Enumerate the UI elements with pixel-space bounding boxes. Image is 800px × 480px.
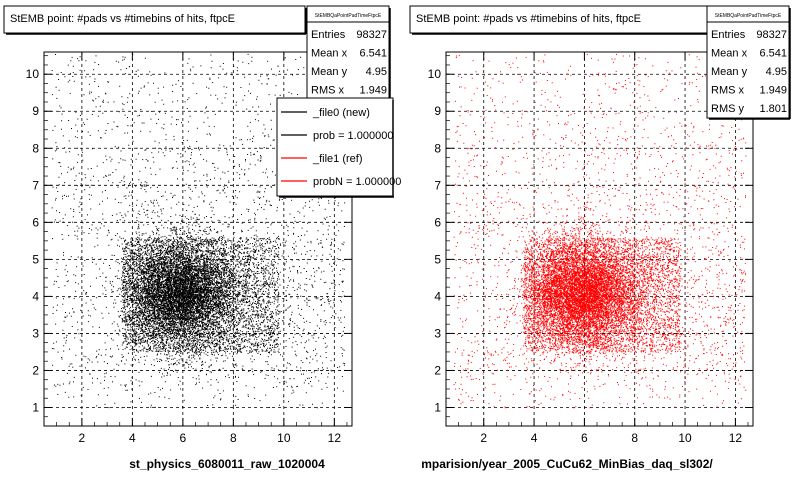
y-tick-label: 10 (428, 67, 442, 81)
x-tick-label: 12 (328, 431, 342, 445)
chart-title: StEMB point: #pads vs #timebins of hits,… (10, 13, 235, 25)
y-tick-label: 5 (434, 252, 441, 266)
stats-value: 1.801 (759, 103, 787, 115)
chart-title: StEMB point: #pads vs #timebins of hits,… (416, 13, 641, 25)
legend-label: _file1 (ref) (312, 153, 363, 165)
x-tick-label: 12 (729, 431, 743, 445)
y-tick-label: 7 (32, 178, 39, 192)
y-tick-label: 6 (434, 215, 441, 229)
x-tick-label: 10 (277, 431, 291, 445)
x-tick-label: 6 (180, 431, 187, 445)
y-tick-label: 5 (32, 252, 39, 266)
stats-label: Mean x (711, 48, 748, 60)
x-tick-label: 2 (79, 431, 86, 445)
stats-box: StEMBQaPointPadTimeFtpcE Entries 98327 Mea… (306, 5, 391, 100)
stats-label: RMS x (711, 85, 745, 97)
y-tick-label: 10 (26, 67, 40, 81)
y-tick-label: 3 (434, 326, 441, 340)
y-tick-label: 1 (434, 400, 441, 414)
y-tick-label: 4 (434, 289, 441, 303)
stats-value: 6.541 (359, 48, 387, 60)
stats-value: 6.541 (759, 48, 787, 60)
stats-label: Mean x (311, 48, 348, 60)
y-tick-label: 9 (434, 104, 441, 118)
x-tick-label: 4 (129, 431, 136, 445)
stats-label: RMS y (711, 103, 745, 115)
x-tick-label: 6 (581, 431, 588, 445)
y-tick-label: 3 (32, 326, 39, 340)
legend-label: prob = 1.000000 (313, 130, 393, 142)
y-tick-label: 8 (434, 141, 441, 155)
stats-label: Mean y (711, 66, 748, 78)
x-tick-label: 2 (480, 431, 487, 445)
grid-lines (446, 52, 753, 426)
stats-box: StEMBQaPointPadTimeFtpcE Entries 98327 Mea… (706, 5, 791, 120)
y-tick-label: 6 (32, 215, 39, 229)
legend-label: probN = 1.000000 (313, 176, 401, 188)
legend-box: _file0 (new) prob = 1.000000 _file1 (ref) p… (276, 97, 401, 198)
stats-name: StEMBQaPointPadTimeFtpcE (315, 13, 382, 19)
stats-value: 4.95 (766, 66, 787, 78)
y-tick-label: 1 (32, 400, 39, 414)
title-box: StEMB point: #pads vs #timebins of hits,… (409, 5, 713, 35)
x-tick-label: 8 (230, 431, 237, 445)
y-tick-label: 9 (32, 104, 39, 118)
y-tick-label: 2 (32, 363, 39, 377)
scatter-point-cloud (453, 53, 747, 409)
x-axis-label: st_physics_6080011_raw_1020004 (129, 457, 325, 471)
stats-value: 98327 (356, 29, 387, 41)
x-tick-label: 4 (531, 431, 538, 445)
x-tick-label: 10 (678, 431, 692, 445)
y-tick-label: 2 (434, 363, 441, 377)
stats-value: 1.949 (759, 85, 787, 97)
stats-label: RMS x (311, 85, 345, 97)
legend-label: _file0 (new) (312, 107, 370, 119)
y-tick-label: 7 (434, 178, 441, 192)
stats-label: Mean y (311, 66, 348, 78)
x-axis-label: mparision/year_2005_CuCu62_MinBias_daq_s… (421, 457, 713, 471)
stats-value: 98327 (756, 29, 787, 41)
scatter-points (453, 53, 747, 409)
y-tick-label: 4 (32, 289, 39, 303)
stats-value: 4.95 (366, 66, 387, 78)
stats-label: Entries (711, 29, 746, 41)
title-box: StEMB point: #pads vs #timebins of hits,… (3, 5, 307, 35)
stats-name: StEMBQaPointPadTimeFtpcE (715, 13, 782, 19)
y-tick-label: 8 (32, 141, 39, 155)
stats-label: Entries (311, 29, 346, 41)
stats-value: 1.949 (359, 85, 387, 97)
x-tick-label: 8 (631, 431, 638, 445)
